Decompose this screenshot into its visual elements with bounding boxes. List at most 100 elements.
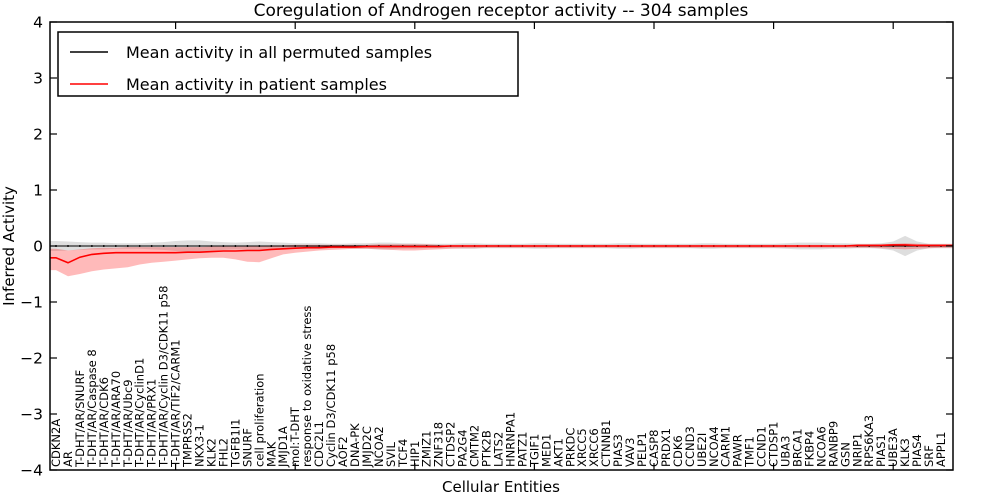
x-tick-label: UBE3A [886, 428, 900, 467]
x-tick-label: JMJD2C [360, 426, 374, 468]
x-tick-label: AKT1 [551, 438, 565, 467]
x-tick-label: PIAS4 [910, 434, 924, 467]
x-tick-label: CDC2L1 [312, 421, 326, 467]
x-tick-label: PRKDC [563, 428, 577, 467]
x-tick-label: MAK [264, 441, 278, 467]
x-tick-label: mol:T-DHT [288, 406, 302, 467]
y-axis-label: Inferred Activity [0, 186, 18, 306]
x-tick-label: VAV3 [623, 438, 637, 467]
legend-box [57, 31, 519, 97]
x-tick-label: response to oxidative stress [300, 306, 314, 467]
x-tick-label: XRCC6 [587, 428, 601, 467]
x-tick-label: T-DHT/AR/Cyclin D3/CDK11 p58 [157, 286, 171, 468]
point-marker [306, 245, 309, 247]
chart-title: Coregulation of Androgen receptor activi… [254, 1, 749, 21]
x-tick-label: RANBP9 [826, 421, 840, 467]
x-tick-label: KLK3 [898, 438, 912, 467]
point-marker [210, 245, 213, 247]
x-tick-label: NCOA4 [707, 426, 721, 467]
point-marker [90, 245, 93, 247]
x-tick-label: LATS2 [492, 432, 506, 467]
y-tick-label: 1 [33, 182, 43, 200]
x-tick-label: PATZ1 [515, 432, 529, 467]
x-tick-label: T-DHT/AR/CyclinD1 [133, 358, 147, 468]
x-tick-label: T-DHT/AR/PRX1 [145, 379, 159, 468]
x-tick-label: SRF [922, 445, 936, 467]
x-tick-label: CCND3 [683, 426, 697, 467]
x-tick-label: CTNNB1 [599, 420, 613, 467]
x-tick-label: SVIL [384, 441, 398, 467]
x-tick-label: T-DHT/AR/CDK6 [97, 377, 111, 468]
x-tick-label: DNA-PK [348, 423, 362, 467]
x-tick-label: PIAS1 [874, 434, 888, 467]
x-tick-label: UBA3 [779, 436, 793, 468]
x-tick-label: CTDSP2 [444, 422, 458, 467]
x-tick-label: T-DHT/AR/SNURF [73, 370, 87, 468]
x-tick-label: ZMIZ1 [420, 431, 434, 467]
legend-label-permuted-samples: Mean activity in all permuted samples [126, 43, 432, 62]
x-tick-label: HNRNPA1 [504, 412, 518, 467]
y-tick-label: −2 [20, 350, 43, 368]
x-tick-label: NCOA2 [372, 426, 386, 467]
x-tick-label: HIP1 [408, 441, 422, 467]
x-tick-label: T-DHT/AR/Ubc9 [121, 379, 135, 468]
point-marker [162, 245, 165, 247]
point-marker [78, 245, 81, 247]
patient-line [50, 244, 953, 264]
x-tick-label: CTDSP1 [767, 422, 781, 467]
point-marker [198, 245, 201, 247]
x-tick-label: AOF2 [336, 436, 350, 467]
y-tick-label: 3 [33, 70, 43, 88]
x-axis-label: Cellular Entities [442, 478, 560, 496]
x-tick-label: CMTM2 [468, 425, 482, 467]
x-tick-label: PELP1 [635, 432, 649, 467]
x-tick-label: T-DHT/AR/Caspase 8 [85, 349, 99, 468]
x-tick-label: SNURF [240, 428, 254, 467]
y-tick-label: −4 [20, 462, 43, 480]
patient-band [50, 243, 953, 277]
y-tick-label: −1 [20, 294, 43, 312]
x-tick-label: JMJD1A [276, 426, 290, 468]
x-tick-label: NKX3-1 [193, 424, 207, 467]
x-tick-label: CCND1 [755, 426, 769, 467]
y-tick-label: 4 [33, 14, 43, 32]
x-tick-label: PRDX1 [659, 428, 673, 467]
x-tick-label: T-DHT/AR/ARA70 [109, 371, 123, 468]
x-tick-label: PAWR [731, 434, 745, 467]
x-tick-label: AR [61, 451, 75, 467]
x-tick-label: APPL1 [934, 432, 948, 467]
point-marker [282, 245, 285, 247]
point-marker [186, 245, 189, 247]
point-marker [126, 245, 129, 247]
x-tick-label: cell proliferation [252, 373, 266, 467]
x-tick-label: NCOA6 [814, 426, 828, 467]
y-tick-label: −3 [20, 406, 43, 424]
point-marker [67, 245, 69, 247]
point-marker [222, 245, 225, 247]
point-marker [150, 245, 153, 247]
x-tick-label: ZNF318 [432, 422, 446, 467]
x-tick-label: CASP8 [647, 430, 661, 467]
point-marker [174, 245, 177, 247]
x-tick-label: FKBP4 [802, 431, 816, 467]
x-tick-label: KLK2 [205, 438, 219, 467]
x-tick-label: PTK2B [480, 430, 494, 467]
x-tick-label: FHL2 [216, 438, 230, 467]
x-tick-label: CDKN2A [49, 419, 63, 467]
x-tick-label: MED1 [539, 434, 553, 467]
point-marker [246, 245, 249, 247]
point-marker [102, 245, 105, 247]
y-tick-label: 0 [33, 238, 43, 256]
x-tick-label: BRCA1 [791, 428, 805, 467]
point-marker [318, 245, 321, 247]
point-marker [234, 245, 237, 247]
x-tick-label: UBE2I [695, 433, 709, 467]
x-tick-label: TGIF1 [527, 434, 541, 468]
x-tick-label: PA2G4 [456, 429, 470, 467]
legend: Mean activity in all permuted samples Me… [57, 31, 519, 97]
y-tick-label: 2 [33, 126, 43, 144]
x-tick-label: Cyclin D3/CDK11 p58 [324, 344, 338, 467]
